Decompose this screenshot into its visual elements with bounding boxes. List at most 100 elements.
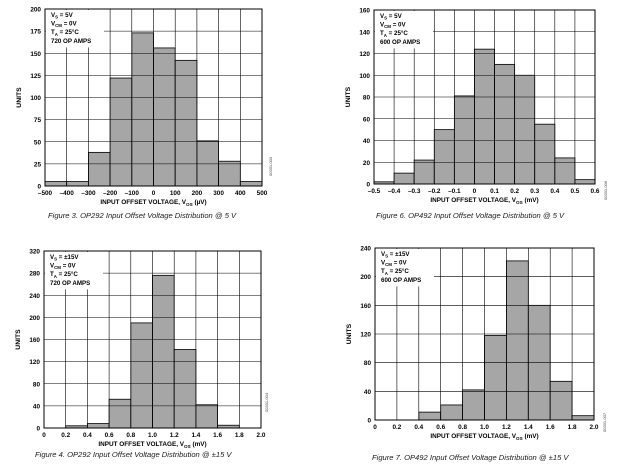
- x-tick-label: 0.8: [458, 424, 467, 431]
- x-tick-label: 0.3: [530, 188, 539, 195]
- x-tick-label: –0.2: [428, 188, 441, 195]
- x-tick-label: 1.8: [235, 432, 244, 439]
- y-tick-label: 0: [36, 426, 40, 433]
- annotation-line: VCM = 0V: [51, 21, 77, 29]
- histogram-bar: [571, 415, 595, 421]
- chart-panel-fig3: 0 25 50 75 100 125 150 175 200 –500 –400 –300 –200 –1…: [0, 0, 290, 221]
- x-tick-label: 0: [373, 424, 377, 431]
- y-tick-label: 120: [29, 359, 40, 366]
- y-tick-label: 160: [360, 303, 371, 310]
- y-tick-label: 20: [363, 160, 371, 167]
- histogram-bar: [218, 160, 241, 187]
- chart-fig3: 0 25 50 75 100 125 150 175 200 –500 –400 –300 –200 –1…: [16, 7, 268, 207]
- chart-panel-fig4: 0 40 80 120 160 200 240 280 320 0 0.2 0.4 0.6 0.8 1.0 1…: [0, 236, 290, 460]
- y-tick-label: 125: [30, 73, 41, 80]
- y-tick-label: 120: [359, 51, 370, 58]
- y-tick-label: 240: [29, 293, 40, 300]
- x-tick-label: 1.0: [148, 432, 157, 439]
- x-tick-label: 0.1: [490, 188, 499, 195]
- annotation-box: [375, 11, 433, 49]
- x-tick-label: 0: [473, 188, 477, 195]
- histogram-bar: [574, 179, 596, 185]
- histogram-bar: [239, 181, 263, 187]
- y-axis-label: UNITS: [15, 329, 22, 350]
- x-axis-label: INPUT OFFSET VOLTAGE, VOS (µV): [100, 199, 206, 207]
- x-tick-label: 200: [192, 190, 203, 197]
- y-tick-label: 80: [363, 95, 371, 102]
- x-tick-label: –100: [125, 190, 140, 197]
- plot-frame: [374, 247, 595, 421]
- x-tick-label: 2.0: [257, 432, 266, 439]
- x-tick-label: –200: [103, 190, 118, 197]
- histogram-bar: [514, 74, 536, 185]
- figure-side-id: 00331-003: [268, 156, 273, 176]
- y-tick-label: 240: [360, 246, 371, 253]
- histogram-bar: [109, 77, 133, 187]
- x-tick-label: 0.2: [510, 188, 519, 195]
- annotation-box: [376, 249, 434, 287]
- plot-frame: [43, 250, 262, 429]
- x-tick-label: –300: [81, 190, 96, 197]
- x-tick-label: –500: [38, 190, 53, 197]
- annotation-line: TA = 25°C: [381, 268, 409, 276]
- y-tick-label: 60: [363, 116, 371, 123]
- annotation-line: VS = 5V: [51, 12, 74, 20]
- y-tick-label: 200: [360, 274, 371, 281]
- plot-frame: [373, 9, 596, 185]
- x-tick-label: –400: [60, 190, 75, 197]
- chart-fig7: 0 40 80 120 160 200 240 0 0.2 0.4 0.6 0.8 1.0 1.2 1.4 1…: [346, 246, 599, 441]
- histogram-bar: [413, 159, 435, 185]
- x-tick-label: 0.2: [61, 432, 70, 439]
- histogram-bar: [131, 32, 154, 187]
- y-tick-label: 100: [359, 73, 370, 80]
- y-tick-label: 160: [29, 337, 40, 344]
- histogram-bar: [195, 404, 218, 429]
- x-tick-label: 0.8: [126, 432, 135, 439]
- x-tick-label: –0.3: [408, 188, 421, 195]
- x-tick-label: 1.6: [213, 432, 222, 439]
- histogram-bar: [44, 181, 68, 187]
- x-tick-label: 1.4: [191, 432, 200, 439]
- histogram-bar: [87, 423, 110, 429]
- histogram-bar: [153, 47, 176, 187]
- y-tick-label: 75: [34, 117, 42, 124]
- y-tick-label: 280: [29, 271, 40, 278]
- annotation-line: VS = ±15V: [50, 254, 79, 262]
- y-tick-label: 150: [30, 51, 41, 58]
- x-axis-label: INPUT OFFSET VOLTAGE, VOS (mV): [430, 197, 538, 205]
- annotation-line: TA = 25°C: [51, 29, 79, 37]
- y-tick-label: 40: [363, 138, 371, 145]
- x-tick-label: –0.1: [448, 188, 461, 195]
- x-tick-label: –0.5: [368, 188, 381, 195]
- x-tick-label: 1.6: [546, 424, 555, 431]
- annotation-line: 600 OP AMPS: [381, 277, 421, 284]
- figure-caption: Figure 4. OP292 Input Offset Voltage Dis…: [35, 450, 232, 459]
- histogram-bar: [173, 349, 197, 429]
- y-axis-label: UNITS: [345, 86, 352, 107]
- x-axis-label: INPUT OFFSET VOLTAGE, VOS (mV): [98, 441, 206, 449]
- annotation-line: VCM = 0V: [381, 260, 407, 268]
- x-tick-label: 400: [235, 190, 246, 197]
- y-tick-label: 0: [37, 184, 41, 191]
- y-tick-label: 80: [33, 381, 41, 388]
- x-tick-label: 300: [213, 190, 224, 197]
- y-tick-label: 140: [359, 29, 370, 36]
- y-tick-label: 0: [366, 182, 370, 189]
- histogram-bar: [462, 389, 485, 421]
- x-tick-label: 2.0: [590, 424, 599, 431]
- histogram-bar: [505, 260, 529, 421]
- histogram-bar: [494, 63, 516, 185]
- histogram-bar: [88, 151, 111, 187]
- y-tick-label: 25: [34, 161, 42, 168]
- x-tick-label: 0.4: [414, 424, 423, 431]
- histogram-bar: [66, 181, 89, 187]
- x-tick-label: 0.6: [105, 432, 114, 439]
- histogram-bar: [549, 380, 573, 421]
- x-tick-label: 0.2: [392, 424, 401, 431]
- y-axis-label: UNITS: [346, 323, 353, 344]
- figure-caption: Figure 7. OP492 Input Offset Voltage Dis…: [372, 453, 569, 462]
- histogram-bar: [152, 274, 175, 429]
- annotation-box: [46, 10, 104, 48]
- figure-side-id: 00331-006: [603, 180, 608, 200]
- histogram-bar: [440, 404, 463, 421]
